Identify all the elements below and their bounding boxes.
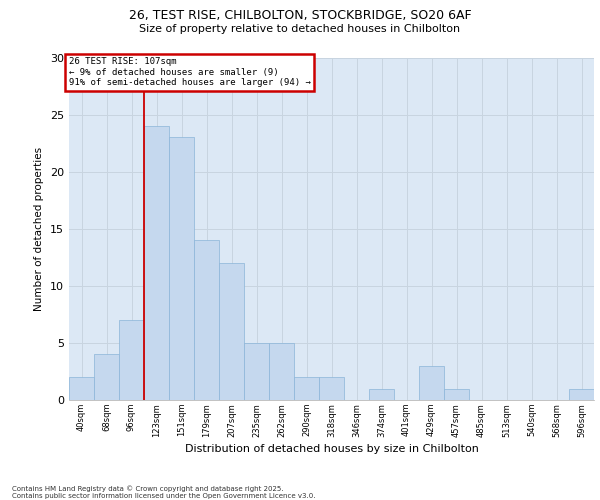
Bar bbox=[319, 377, 344, 400]
Y-axis label: Number of detached properties: Number of detached properties bbox=[34, 146, 44, 311]
Text: 26 TEST RISE: 107sqm
← 9% of detached houses are smaller (9)
91% of semi-detache: 26 TEST RISE: 107sqm ← 9% of detached ho… bbox=[69, 58, 311, 88]
Text: Contains HM Land Registry data © Crown copyright and database right 2025.
Contai: Contains HM Land Registry data © Crown c… bbox=[12, 486, 316, 499]
Bar bbox=[119, 320, 143, 400]
Text: Size of property relative to detached houses in Chilbolton: Size of property relative to detached ho… bbox=[139, 24, 461, 34]
X-axis label: Distribution of detached houses by size in Chilbolton: Distribution of detached houses by size … bbox=[185, 444, 478, 454]
Text: 26, TEST RISE, CHILBOLTON, STOCKBRIDGE, SO20 6AF: 26, TEST RISE, CHILBOLTON, STOCKBRIDGE, … bbox=[128, 9, 472, 22]
Bar bbox=[445, 388, 469, 400]
Bar bbox=[295, 377, 319, 400]
Bar bbox=[244, 343, 269, 400]
Bar bbox=[419, 366, 443, 400]
Bar bbox=[145, 126, 169, 400]
Bar bbox=[94, 354, 119, 400]
Bar bbox=[220, 263, 244, 400]
Bar bbox=[169, 138, 194, 400]
Bar bbox=[370, 388, 394, 400]
Bar bbox=[569, 388, 593, 400]
Bar bbox=[269, 343, 293, 400]
Bar bbox=[194, 240, 218, 400]
Bar bbox=[70, 377, 94, 400]
